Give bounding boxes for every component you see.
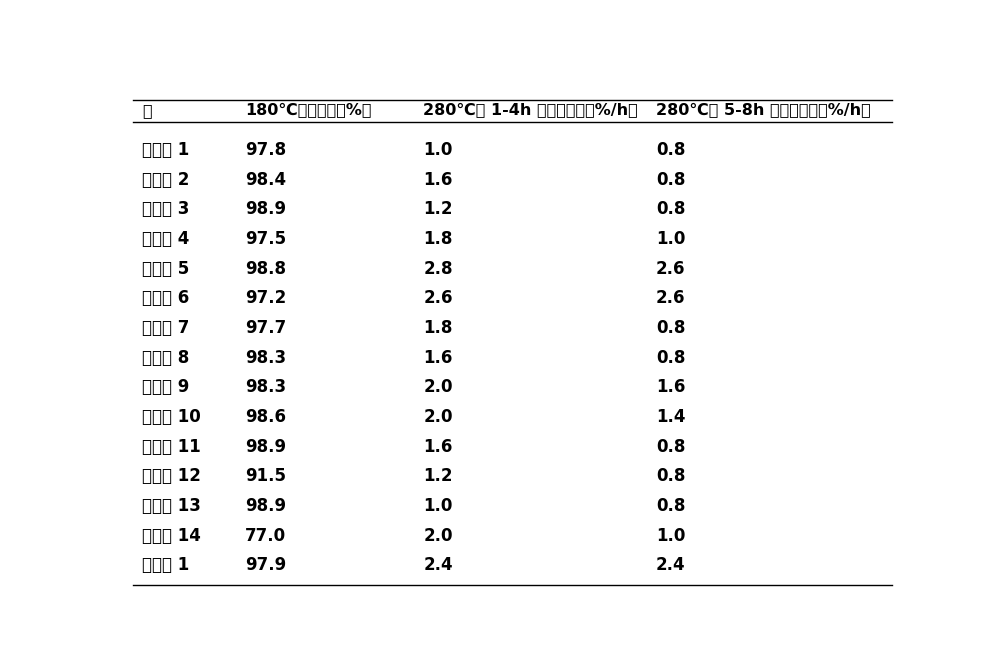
Text: 0.8: 0.8 <box>656 319 685 337</box>
Text: 98.8: 98.8 <box>245 260 286 278</box>
Text: 98.6: 98.6 <box>245 408 286 426</box>
Text: 1.8: 1.8 <box>423 230 453 248</box>
Text: 98.9: 98.9 <box>245 497 286 515</box>
Text: 实施例 5: 实施例 5 <box>142 260 189 278</box>
Text: 实施例 4: 实施例 4 <box>142 230 189 248</box>
Text: 1.4: 1.4 <box>656 408 685 426</box>
Text: 0.8: 0.8 <box>656 171 685 188</box>
Text: 98.4: 98.4 <box>245 171 286 188</box>
Text: 实施例 12: 实施例 12 <box>142 468 201 486</box>
Text: 98.9: 98.9 <box>245 438 286 456</box>
Text: 0.8: 0.8 <box>656 438 685 456</box>
Text: 98.9: 98.9 <box>245 200 286 218</box>
Text: 1.0: 1.0 <box>423 141 453 159</box>
Text: 2.0: 2.0 <box>423 526 453 544</box>
Text: 例: 例 <box>142 104 152 118</box>
Text: 91.5: 91.5 <box>245 468 286 486</box>
Text: 97.9: 97.9 <box>245 556 286 574</box>
Text: 实施例 8: 实施例 8 <box>142 349 189 367</box>
Text: 1.2: 1.2 <box>423 468 453 486</box>
Text: 实施例 9: 实施例 9 <box>142 378 189 396</box>
Text: 2.4: 2.4 <box>423 556 453 574</box>
Text: 实施例 13: 实施例 13 <box>142 497 201 515</box>
Text: 2.6: 2.6 <box>656 260 685 278</box>
Text: 0.8: 0.8 <box>656 200 685 218</box>
Text: 1.0: 1.0 <box>656 230 685 248</box>
Text: 0.8: 0.8 <box>656 497 685 515</box>
Text: 2.0: 2.0 <box>423 378 453 396</box>
Text: 97.5: 97.5 <box>245 230 286 248</box>
Text: 97.7: 97.7 <box>245 319 286 337</box>
Text: 98.3: 98.3 <box>245 378 286 396</box>
Text: 实施例 10: 实施例 10 <box>142 408 201 426</box>
Text: 1.6: 1.6 <box>423 349 453 367</box>
Text: 0.8: 0.8 <box>656 468 685 486</box>
Text: 实施例 14: 实施例 14 <box>142 526 201 544</box>
Text: 实施例 2: 实施例 2 <box>142 171 189 188</box>
Text: 1.2: 1.2 <box>423 200 453 218</box>
Text: 97.8: 97.8 <box>245 141 286 159</box>
Text: 280℃时 1-4h 的失活速率（%/h）: 280℃时 1-4h 的失活速率（%/h） <box>423 104 638 118</box>
Text: 1.0: 1.0 <box>423 497 453 515</box>
Text: 2.4: 2.4 <box>656 556 686 574</box>
Text: 77.0: 77.0 <box>245 526 286 544</box>
Text: 实施例 11: 实施例 11 <box>142 438 201 456</box>
Text: 实施例 3: 实施例 3 <box>142 200 189 218</box>
Text: 2.6: 2.6 <box>423 289 453 307</box>
Text: 0.8: 0.8 <box>656 141 685 159</box>
Text: 0.8: 0.8 <box>656 349 685 367</box>
Text: 97.2: 97.2 <box>245 289 286 307</box>
Text: 2.6: 2.6 <box>656 289 685 307</box>
Text: 98.3: 98.3 <box>245 349 286 367</box>
Text: 1.6: 1.6 <box>423 171 453 188</box>
Text: 2.8: 2.8 <box>423 260 453 278</box>
Text: 1.6: 1.6 <box>423 438 453 456</box>
Text: 180℃时转化率（%）: 180℃时转化率（%） <box>245 104 372 118</box>
Text: 1.8: 1.8 <box>423 319 453 337</box>
Text: 实施例 6: 实施例 6 <box>142 289 189 307</box>
Text: 2.0: 2.0 <box>423 408 453 426</box>
Text: 对比例 1: 对比例 1 <box>142 556 189 574</box>
Text: 1.0: 1.0 <box>656 526 685 544</box>
Text: 实施例 7: 实施例 7 <box>142 319 189 337</box>
Text: 实施例 1: 实施例 1 <box>142 141 189 159</box>
Text: 1.6: 1.6 <box>656 378 685 396</box>
Text: 280℃时 5-8h 的失活速率（%/h）: 280℃时 5-8h 的失活速率（%/h） <box>656 104 871 118</box>
